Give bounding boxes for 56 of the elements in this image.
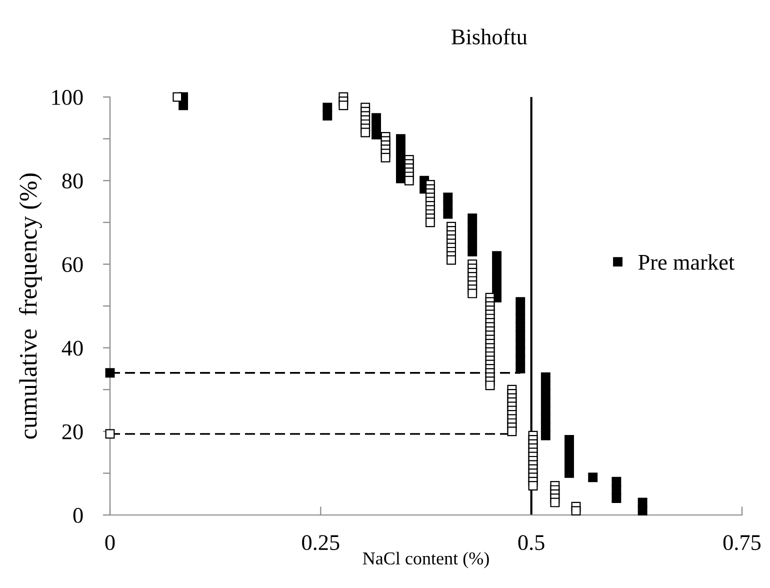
- point: [564, 460, 574, 470]
- point: [588, 472, 598, 482]
- x-tick-label: 0.5: [518, 535, 544, 550]
- chart-title: Bishoftu: [452, 28, 528, 44]
- point: [322, 111, 332, 121]
- point: [516, 338, 526, 348]
- x-tick-label: 0.25: [302, 535, 340, 550]
- point: [516, 322, 526, 332]
- point: [372, 122, 382, 131]
- point: [540, 422, 550, 432]
- point: [105, 368, 115, 378]
- point: [396, 134, 406, 144]
- point: [492, 284, 502, 294]
- point: [564, 443, 574, 453]
- point: [492, 276, 502, 286]
- point: [372, 130, 382, 140]
- y-tick-label: 20: [62, 424, 83, 440]
- point: [492, 251, 502, 261]
- point: [612, 485, 622, 495]
- x-tick-label: 0.75: [723, 535, 761, 550]
- y-tick-label: 100: [52, 90, 83, 105]
- point: [322, 102, 332, 112]
- point: [638, 498, 648, 508]
- point: [468, 238, 478, 248]
- y-tick-label: 60: [62, 257, 83, 272]
- point: [516, 364, 526, 374]
- point: [540, 414, 550, 424]
- point: [516, 330, 526, 340]
- point: [516, 305, 526, 315]
- point: [564, 435, 574, 444]
- point: [443, 200, 453, 210]
- point: [178, 100, 188, 110]
- y-axis-title: cumulative frequency (%): [18, 173, 42, 439]
- point: [516, 356, 526, 366]
- point: [540, 389, 550, 398]
- point: [492, 259, 502, 269]
- point: [540, 430, 550, 440]
- point: [396, 142, 406, 152]
- point: [540, 397, 550, 407]
- point: [638, 506, 648, 516]
- point: [564, 468, 574, 478]
- point: [612, 494, 622, 503]
- x-tick-label: 0: [105, 535, 115, 550]
- point: [443, 192, 453, 202]
- point: [516, 297, 526, 307]
- y-tick-label: 0: [73, 508, 83, 523]
- y-tick-label: 80: [62, 174, 83, 189]
- point: [468, 214, 478, 223]
- point: [468, 246, 478, 256]
- point: [372, 113, 382, 123]
- legend-label: Pre market: [638, 254, 735, 270]
- point: [540, 380, 550, 390]
- point: [443, 209, 453, 219]
- point: [468, 230, 478, 240]
- x-axis-title: NaCl content (%): [362, 552, 489, 568]
- y-tick-label: 40: [62, 340, 83, 356]
